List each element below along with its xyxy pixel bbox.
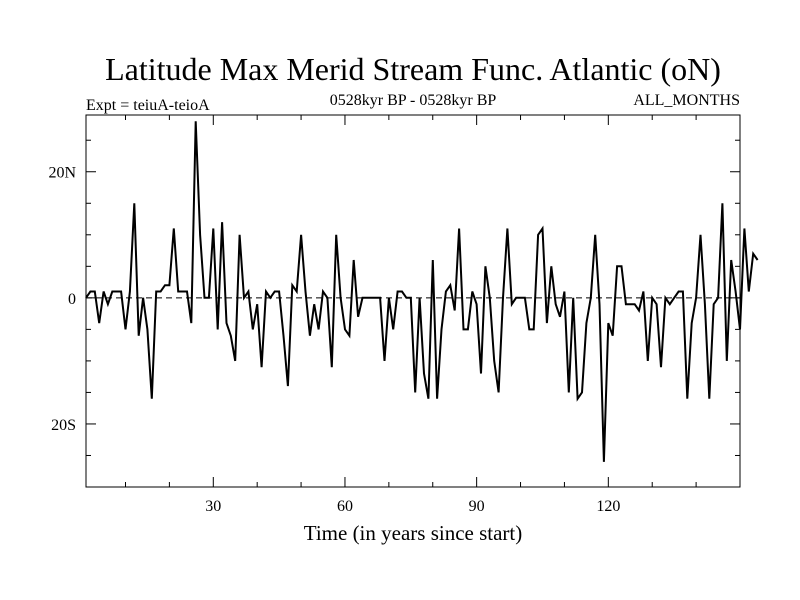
y-tick-label-20S: 20S xyxy=(51,417,76,434)
x-axis-label: Time (in years since start) xyxy=(304,521,523,545)
y-tick-label-20N: 20N xyxy=(48,165,76,182)
x-tick-label-60: 60 xyxy=(337,498,353,515)
subtitle-right: ALL_MONTHS xyxy=(633,92,740,109)
x-minor-ticks xyxy=(125,115,697,487)
series-line xyxy=(85,121,759,462)
subtitle-left: Expt = teiuA-teioA xyxy=(86,97,210,114)
subtitle-center: 0528kyr BP - 0528kyr BP xyxy=(330,92,497,109)
x-tick-label-90: 90 xyxy=(469,498,485,515)
y-tick-label-0: 0 xyxy=(68,291,76,308)
x-tick-label-30: 30 xyxy=(205,498,221,515)
chart-title: Latitude Max Merid Stream Func. Atlantic… xyxy=(105,51,721,87)
y-minor-ticks xyxy=(86,139,740,456)
x-tick-label-120: 120 xyxy=(596,498,620,515)
plot-frame xyxy=(85,114,741,488)
x-major-ticks xyxy=(212,115,609,487)
y-major-ticks xyxy=(86,171,740,425)
